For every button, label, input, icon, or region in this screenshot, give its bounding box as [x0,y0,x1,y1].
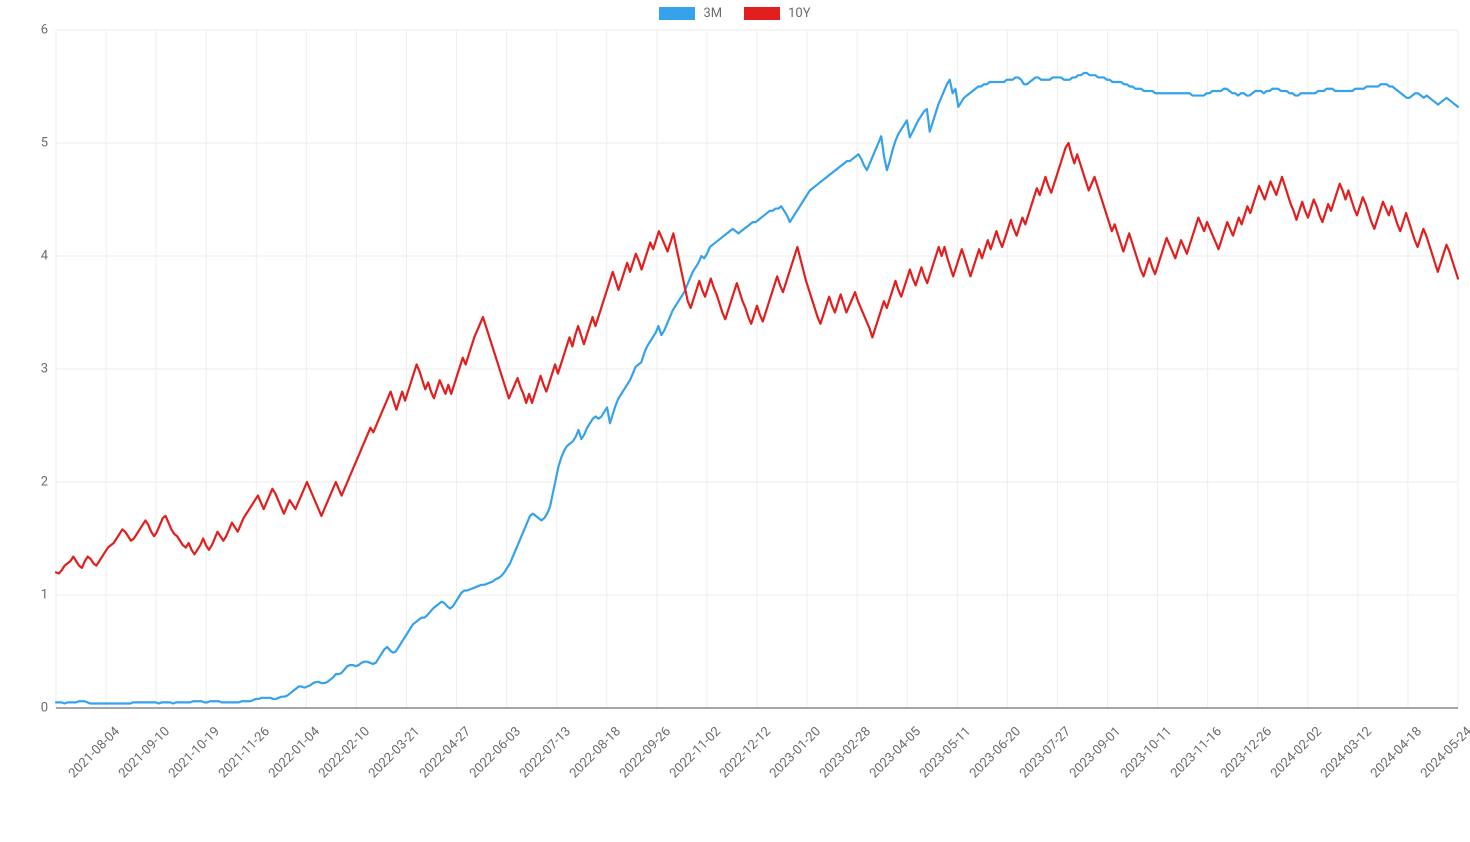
chart-plot [0,0,1470,842]
y-tick-label: 4 [24,249,48,264]
y-tick-label: 3 [24,362,48,377]
y-tick-label: 2 [24,475,48,490]
y-tick-label: 6 [24,23,48,38]
y-tick-label: 5 [24,136,48,151]
y-tick-label: 0 [24,701,48,716]
chart-container: 3M 10Y 0123456 2021-08-042021-09-102021-… [0,0,1470,842]
y-tick-label: 1 [24,588,48,603]
